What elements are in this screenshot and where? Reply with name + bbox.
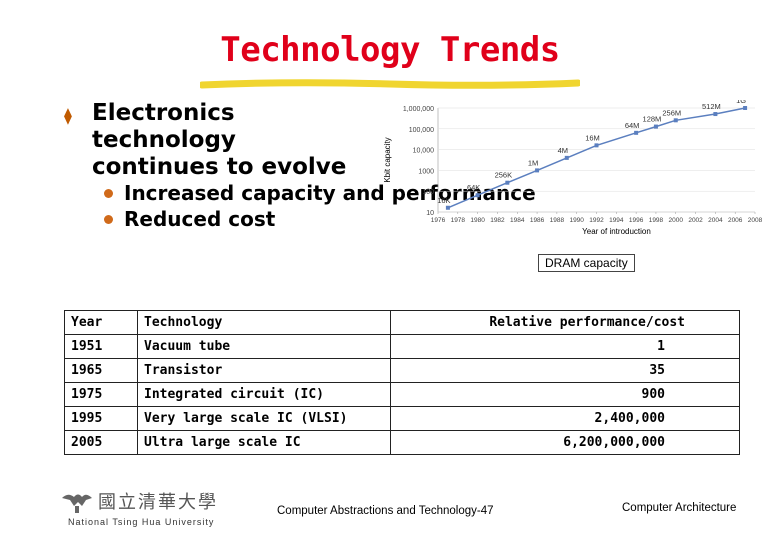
chart-x-tick-label: 1982: [490, 217, 505, 224]
cell-technology: Transistor: [137, 358, 391, 383]
table-header-row: Year Technology Relative performance/cos…: [64, 310, 740, 335]
chart-x-tick-label: 1980: [470, 217, 485, 224]
header-performance: Relative performance/cost: [390, 310, 740, 335]
chart-x-axis-label: Year of introduction: [582, 227, 651, 236]
dram-capacity-chart: 1,000,000 100,000 10,000 1000 100 10 1976 1978…: [383, 100, 763, 236]
cell-year: 1995: [64, 406, 138, 431]
chart-y-tick-label: 100: [422, 189, 434, 196]
dram-series-line: [447, 107, 746, 209]
eagle-emblem-icon: [62, 494, 92, 513]
bullet-dot-icon: [104, 189, 113, 198]
chart-y-tick-label: 1,000,000: [403, 106, 434, 113]
chart-y-tick-label: 1000: [418, 168, 434, 175]
sub-bullet-item: Reduced cost: [104, 207, 536, 232]
cell-year: 1951: [64, 334, 138, 359]
chart-y-axis-label: Kbit capacity: [383, 137, 392, 182]
chart-caption: DRAM capacity: [538, 254, 635, 272]
chart-data-label: 256K: [495, 171, 513, 180]
chart-data-point: [564, 155, 569, 160]
chart-data-label: 16M: [585, 133, 600, 142]
dram-series-points: [445, 106, 748, 210]
chart-x-tick-label: 1998: [649, 217, 664, 224]
cell-year: 1965: [64, 358, 138, 383]
chart-y-ticks: 1,000,000 100,000 10,000 1000 100 10: [403, 106, 434, 217]
performance-table: Year Technology Relative performance/cos…: [64, 310, 740, 455]
chart-data-point: [653, 124, 658, 129]
cell-performance: 900: [390, 382, 740, 407]
sub-bullet-text: Reduced cost: [124, 207, 276, 231]
table-row: 1951 Vacuum tube 1: [64, 334, 740, 359]
chart-data-label: 4M: [558, 146, 568, 155]
chart-data-point: [445, 205, 450, 210]
chart-data-point: [535, 168, 540, 173]
chart-gridlines: [437, 107, 756, 214]
chart-data-label: 512M: [702, 102, 721, 111]
chart-x-tick-label: 1984: [510, 217, 525, 224]
chart-x-tick-label: 1996: [629, 217, 644, 224]
sub-bullet-list: Increased capacity and performance Reduc…: [104, 181, 536, 233]
chart-x-tick-label: 2008: [748, 217, 763, 224]
table-row: 1975 Integrated circuit (IC) 900: [64, 382, 740, 407]
chart-data-label: 16K: [437, 196, 450, 205]
bullet-diamond-icon: ⧫: [64, 106, 72, 125]
cell-technology: Ultra large scale IC: [137, 430, 391, 455]
logo-chinese-name: 國立清華大學: [98, 492, 218, 513]
chart-x-tick-label: 2000: [669, 217, 684, 224]
cell-performance: 1: [390, 334, 740, 359]
cell-year: 1975: [64, 382, 138, 407]
title-underline: [200, 79, 580, 89]
chart-data-label: 1M: [528, 158, 538, 167]
cell-year: 2005: [64, 430, 138, 455]
cell-performance: 35: [390, 358, 740, 383]
table-row: 1965 Transistor 35: [64, 358, 740, 383]
chart-y-tick-label: 10,000: [413, 148, 435, 155]
chart-data-point: [673, 118, 678, 123]
chart-x-tick-label: 2004: [708, 217, 723, 224]
table-row: 2005 Ultra large scale IC 6,200,000,000: [64, 430, 740, 455]
chart-x-tick-label: 1990: [569, 217, 584, 224]
chart-data-point: [505, 180, 510, 185]
chart-data-label: 64M: [625, 121, 640, 130]
footer-center: Computer Abstractions and Technology-47: [277, 505, 494, 517]
chart-x-tick-label: 1992: [589, 217, 604, 224]
sub-bullet-item: Increased capacity and performance: [104, 181, 536, 206]
cell-technology: Integrated circuit (IC): [137, 382, 391, 407]
chart-data-label: 64K: [467, 183, 480, 192]
chart-data-point: [475, 193, 480, 198]
chart-x-ticks: 1976 1978 1980 1982 1984 1986 1988 1990 1992 1994…: [431, 217, 763, 224]
chart-y-tick-label: 10: [426, 210, 434, 217]
main-bullet: Electronics technology continues to evol…: [92, 100, 347, 180]
chart-data-label: 128M: [643, 115, 662, 124]
header-year: Year: [64, 310, 138, 335]
chart-x-tick-label: 1988: [550, 217, 565, 224]
cell-performance: 2,400,000: [390, 406, 740, 431]
header-technology: Technology: [137, 310, 391, 335]
chart-data-point: [743, 106, 748, 110]
chart-data-point: [713, 112, 718, 117]
footer-right: Computer Architecture: [622, 502, 737, 514]
chart-data-label: 1G: [736, 100, 746, 105]
chart-x-tick-label: 1978: [451, 217, 466, 224]
cell-performance: 6,200,000,000: [390, 430, 740, 455]
table-row: 1995 Very large scale IC (VLSI) 2,400,00…: [64, 406, 740, 431]
chart-x-tick-label: 1994: [609, 217, 624, 224]
chart-x-tick-label: 2006: [728, 217, 743, 224]
bullet-dot-icon: [104, 215, 113, 224]
chart-x-tick-label: 2002: [688, 217, 703, 224]
sub-bullet-text: Increased capacity and performance: [124, 181, 536, 205]
university-logo: 國立清華大學: [62, 492, 218, 513]
chart-data-label: 256M: [662, 108, 681, 117]
chart-y-tick-label: 100,000: [409, 127, 434, 134]
cell-technology: Very large scale IC (VLSI): [137, 406, 391, 431]
chart-data-point: [634, 130, 639, 135]
slide-title: Technology Trends: [220, 30, 560, 70]
logo-english-name: National Tsing Hua University: [68, 517, 215, 527]
cell-technology: Vacuum tube: [137, 334, 391, 359]
title-area: Technology Trends: [0, 30, 780, 70]
chart-data-point: [594, 143, 599, 148]
chart-x-tick-label: 1986: [530, 217, 545, 224]
chart-x-tick-label: 1976: [431, 217, 446, 224]
